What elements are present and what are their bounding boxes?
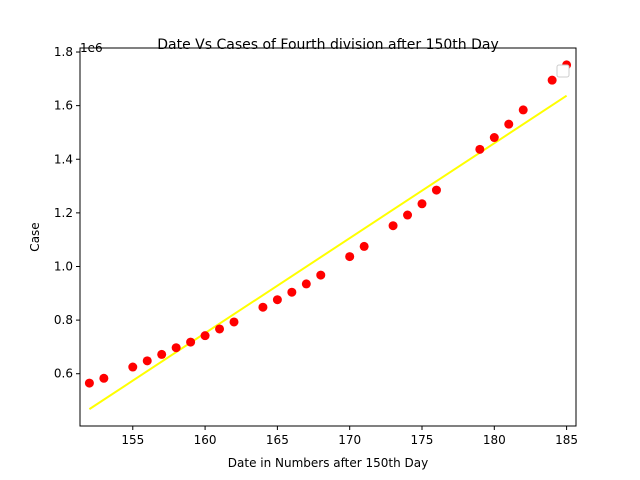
y-tick-label: 1.0 [54, 259, 73, 273]
data-point [99, 373, 109, 383]
data-point [489, 133, 499, 143]
x-tick-label: 185 [555, 433, 578, 447]
data-point [475, 144, 485, 154]
data-point [301, 279, 311, 289]
plot-area [84, 60, 572, 410]
data-point [186, 337, 196, 347]
fit-line [88, 94, 568, 410]
x-tick-label: 155 [121, 433, 144, 447]
data-point [171, 343, 181, 353]
x-tick-label: 180 [483, 433, 506, 447]
x-tick-label: 165 [266, 433, 289, 447]
y-tick-label: 1.6 [54, 99, 73, 113]
data-point [417, 199, 427, 209]
x-tick-label: 175 [411, 433, 434, 447]
data-point [345, 252, 355, 262]
data-point [547, 75, 557, 85]
y-tick-label: 0.8 [54, 313, 73, 327]
data-point [229, 317, 239, 327]
data-point [272, 295, 282, 305]
data-point [403, 210, 413, 220]
y-axis: 0.6 0.8 1.0 1.2 1.4 1.6 1.8 [54, 45, 80, 381]
data-point [142, 356, 152, 366]
y-tick-label: 1.4 [54, 152, 73, 166]
y-tick-label: 1.8 [54, 45, 73, 59]
y-tick-label: 0.6 [54, 367, 73, 381]
data-point [504, 119, 514, 129]
data-point [316, 270, 326, 280]
chart-title: Date Vs Cases of Fourth division after 1… [157, 37, 499, 53]
axes-frame [79, 47, 577, 427]
data-point [518, 105, 528, 115]
data-point [287, 287, 297, 297]
data-point [431, 185, 441, 195]
y-tick-label: 1.2 [54, 206, 73, 220]
x-tick-label: 170 [338, 433, 361, 447]
data-point [128, 362, 138, 372]
x-axis: 155 160 165 170 175 180 185 [121, 426, 578, 447]
x-tick-label: 160 [194, 433, 217, 447]
y-axis-title: Case [28, 222, 42, 251]
legend [556, 64, 570, 78]
legend-box [556, 64, 570, 78]
data-point [157, 349, 167, 359]
data-point [359, 241, 369, 251]
data-point [84, 378, 94, 388]
data-point [200, 331, 210, 341]
data-point [258, 302, 268, 312]
y-offset-label: 1e6 [80, 41, 103, 55]
data-point [215, 324, 225, 334]
data-point [388, 221, 398, 231]
x-axis-title: Date in Numbers after 150th Day [228, 456, 428, 470]
